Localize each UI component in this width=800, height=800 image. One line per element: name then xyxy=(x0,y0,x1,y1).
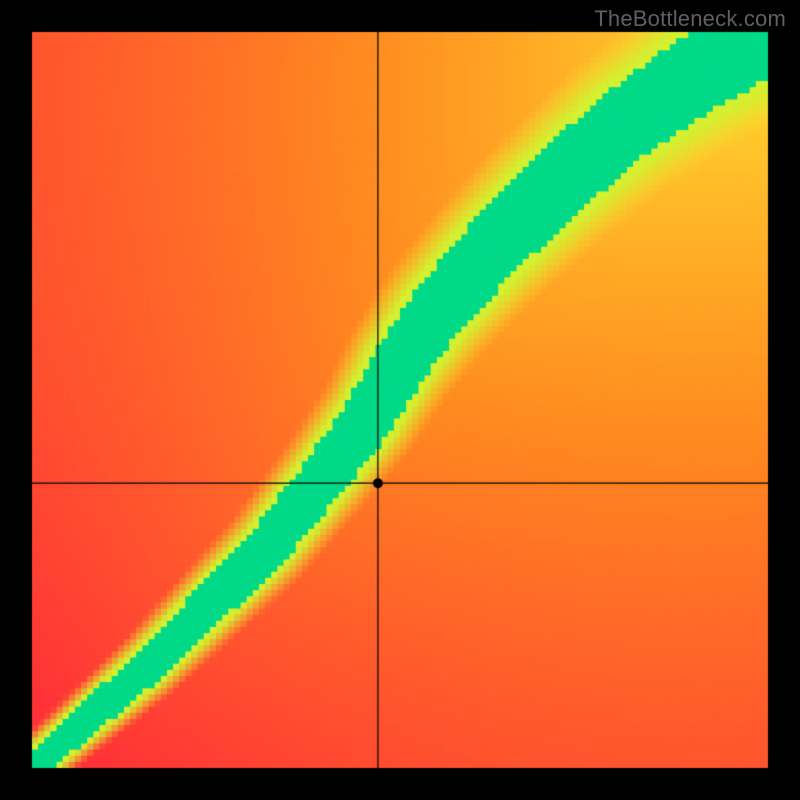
watermark-text: TheBottleneck.com xyxy=(594,6,786,32)
bottleneck-heatmap xyxy=(0,0,800,800)
